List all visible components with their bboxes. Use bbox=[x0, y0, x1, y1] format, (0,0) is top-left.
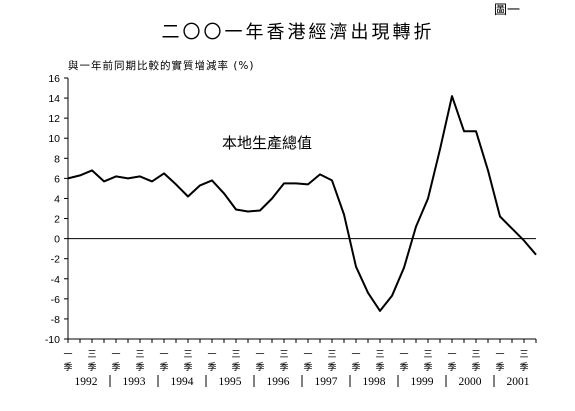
x-quarter-label-top: 一 bbox=[207, 350, 216, 360]
x-quarter-label-bottom: 季 bbox=[519, 361, 528, 373]
y-tick-label: 4 bbox=[54, 193, 60, 205]
y-tick-label: 12 bbox=[48, 113, 60, 125]
x-quarter-label-top: 一 bbox=[255, 350, 264, 360]
x-quarter-label-top: 三 bbox=[231, 350, 240, 360]
y-tick-label: -6 bbox=[51, 294, 60, 306]
x-year-label: 1995 bbox=[219, 376, 242, 388]
x-quarter-label-bottom: 季 bbox=[135, 361, 144, 373]
x-quarter-label-bottom: 季 bbox=[255, 361, 264, 373]
x-quarter-label-top: 三 bbox=[423, 350, 432, 360]
y-tick-label: 2 bbox=[54, 214, 60, 226]
x-quarter-label-top: 一 bbox=[159, 350, 168, 360]
x-year-label: 1999 bbox=[411, 376, 434, 388]
x-quarter-label-top: 三 bbox=[135, 350, 144, 360]
x-quarter-label-bottom: 季 bbox=[471, 361, 480, 373]
series-annotation: 本地生產總值 bbox=[222, 134, 312, 152]
x-year-label: 2001 bbox=[507, 376, 530, 388]
x-ticks: 一季三季一季三季一季三季一季三季一季三季一季三季一季三季一季三季一季三季一季三季… bbox=[63, 339, 537, 388]
gdp-series-line bbox=[67, 95, 537, 312]
x-quarter-label-top: 一 bbox=[351, 350, 360, 360]
x-quarter-label-top: 三 bbox=[327, 350, 336, 360]
x-quarter-label-top: 三 bbox=[279, 350, 288, 360]
x-quarter-label-top: 一 bbox=[111, 350, 120, 360]
chart-title: 二〇〇一年香港經濟出現轉折 bbox=[162, 22, 435, 43]
y-tick-label: 10 bbox=[48, 133, 60, 145]
x-quarter-label-top: 三 bbox=[375, 350, 384, 360]
x-quarter-label-top: 一 bbox=[495, 350, 504, 360]
y-tick-label: 8 bbox=[54, 153, 60, 165]
y-tick-label: 0 bbox=[54, 234, 60, 246]
x-quarter-label-bottom: 季 bbox=[327, 361, 336, 373]
x-quarter-label-bottom: 季 bbox=[207, 361, 216, 373]
x-quarter-label-bottom: 季 bbox=[63, 361, 72, 373]
x-year-label: 1998 bbox=[363, 376, 386, 388]
x-quarter-label-top: 三 bbox=[87, 350, 96, 360]
x-quarter-label-bottom: 季 bbox=[351, 361, 360, 373]
x-year-label: 1996 bbox=[267, 376, 290, 388]
x-quarter-label-bottom: 季 bbox=[447, 361, 456, 373]
x-quarter-label-top: 一 bbox=[447, 350, 456, 360]
x-quarter-label-bottom: 季 bbox=[375, 361, 384, 373]
x-quarter-label-top: 三 bbox=[183, 350, 192, 360]
axes bbox=[67, 78, 536, 340]
x-quarter-label-top: 一 bbox=[303, 350, 312, 360]
x-quarter-label-bottom: 季 bbox=[279, 361, 288, 373]
x-quarter-label-top: 三 bbox=[519, 350, 528, 360]
y-tick-label: 14 bbox=[48, 93, 60, 105]
x-quarter-label-bottom: 季 bbox=[423, 361, 432, 373]
figure-label: 圖一 bbox=[494, 3, 520, 18]
y-tick-label: -2 bbox=[51, 254, 60, 266]
x-quarter-label-bottom: 季 bbox=[231, 361, 240, 373]
x-quarter-label-bottom: 季 bbox=[111, 361, 120, 373]
x-quarter-label-bottom: 季 bbox=[399, 361, 408, 373]
x-quarter-label-top: 一 bbox=[399, 350, 408, 360]
y-tick-label: -4 bbox=[51, 274, 60, 286]
x-quarter-label-bottom: 季 bbox=[303, 361, 312, 373]
x-year-label: 1992 bbox=[75, 376, 98, 388]
y-ticks: -10 -8 -6 -4 -2 0 2 4 6 8 10 12 14 16 bbox=[45, 73, 68, 346]
x-year-label: 1997 bbox=[315, 376, 338, 388]
y-axis-label: 與一年前同期比較的實質增減率 (%) bbox=[68, 59, 255, 72]
x-year-label: 2000 bbox=[459, 376, 482, 388]
x-quarter-label-bottom: 季 bbox=[87, 361, 96, 373]
y-tick-label: -10 bbox=[45, 334, 60, 346]
x-quarter-label-bottom: 季 bbox=[159, 361, 168, 373]
x-quarter-label-bottom: 季 bbox=[183, 361, 192, 373]
x-quarter-label-top: 三 bbox=[471, 350, 480, 360]
y-tick-label: -8 bbox=[51, 314, 60, 326]
x-quarter-label-top: 一 bbox=[63, 350, 72, 360]
x-quarter-label-bottom: 季 bbox=[495, 361, 504, 373]
x-year-label: 1994 bbox=[171, 376, 194, 388]
y-tick-label: 6 bbox=[54, 173, 60, 185]
x-year-label: 1993 bbox=[123, 376, 146, 388]
y-tick-label: 16 bbox=[48, 73, 60, 85]
